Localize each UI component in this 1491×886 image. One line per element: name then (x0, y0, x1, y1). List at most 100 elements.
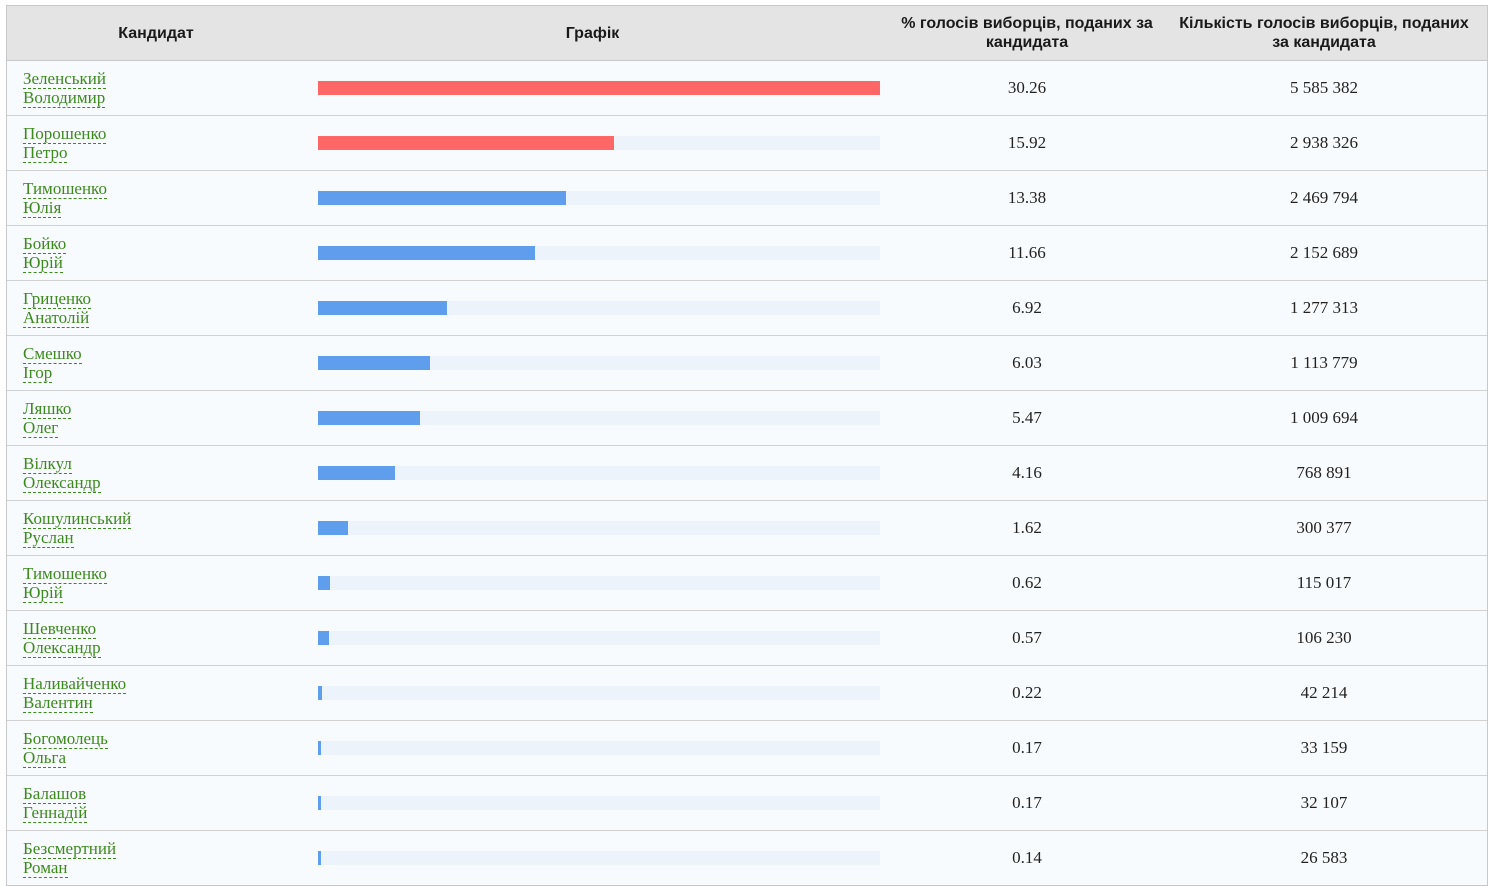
candidate-link[interactable]: Гриценко Анатолій (23, 289, 305, 328)
table-row: Безсмертний Роман 0.14 26 583 (7, 831, 1487, 885)
votes-value: 42 214 (1300, 683, 1348, 702)
candidate-surname: Богомолець (23, 729, 108, 749)
candidate-link[interactable]: Зеленський Володимир (23, 69, 305, 108)
candidate-cell: Ляшко Олег (7, 399, 305, 438)
votes-value: 33 159 (1300, 738, 1348, 757)
chart-cell (305, 136, 880, 150)
bar-fill (318, 136, 614, 150)
candidate-link[interactable]: Шевченко Олександр (23, 619, 305, 658)
bar-track (318, 81, 880, 95)
percent-value: 0.17 (1012, 738, 1042, 757)
candidate-link[interactable]: Ляшко Олег (23, 399, 305, 438)
candidate-link[interactable]: Балашов Геннадій (23, 784, 305, 823)
candidate-link[interactable]: Порошенко Петро (23, 124, 305, 163)
table-row: Порошенко Петро 15.92 2 938 326 (7, 116, 1487, 171)
bar-fill (318, 356, 430, 370)
bar-fill (318, 81, 880, 95)
bar-track (318, 741, 880, 755)
bar-track (318, 191, 880, 205)
bar-track (318, 466, 880, 480)
chart-cell (305, 741, 880, 755)
votes-value: 1 277 313 (1290, 298, 1358, 317)
candidate-link[interactable]: Богомолець Ольга (23, 729, 305, 768)
bar-fill (318, 631, 329, 645)
candidate-cell: Безсмертний Роман (7, 839, 305, 878)
bar-fill (318, 686, 322, 700)
candidate-given-name: Володимир (23, 88, 106, 108)
bar-track (318, 796, 880, 810)
chart-cell (305, 246, 880, 260)
bar-track (318, 851, 880, 865)
candidate-cell: Зеленський Володимир (7, 69, 305, 108)
candidate-cell: Тимошенко Юлія (7, 179, 305, 218)
percent-value: 0.22 (1012, 683, 1042, 702)
percent-value: 6.92 (1012, 298, 1042, 317)
candidate-cell: Смешко Ігор (7, 344, 305, 383)
candidate-surname: Тимошенко (23, 564, 107, 584)
candidate-link[interactable]: Наливайченко Валентин (23, 674, 305, 713)
candidate-given-name: Петро (23, 143, 68, 163)
candidate-link[interactable]: Тимошенко Юрій (23, 564, 305, 603)
candidate-given-name: Анатолій (23, 308, 90, 328)
percent-value: 5.47 (1012, 408, 1042, 427)
bar-fill (318, 741, 321, 755)
candidate-surname: Вілкул (23, 454, 72, 474)
percent-value: 15.92 (1007, 133, 1047, 152)
candidate-cell: Шевченко Олександр (7, 619, 305, 658)
votes-value: 5 585 382 (1290, 78, 1358, 97)
candidate-surname: Безсмертний (23, 839, 117, 859)
chart-cell (305, 521, 880, 535)
bar-track (318, 631, 880, 645)
percent-value: 13.38 (1007, 188, 1047, 207)
bar-track (318, 136, 880, 150)
bar-track (318, 246, 880, 260)
percent-value: 0.62 (1012, 573, 1042, 592)
candidate-link[interactable]: Бойко Юрій (23, 234, 305, 273)
candidate-surname: Смешко (23, 344, 82, 364)
candidate-given-name: Олександр (23, 473, 101, 493)
table-row: Кошулинський Руслан 1.62 300 377 (7, 501, 1487, 556)
votes-value: 1 113 779 (1290, 353, 1358, 372)
table-row: Шевченко Олександр 0.57 106 230 (7, 611, 1487, 666)
candidate-given-name: Олег (23, 418, 59, 438)
table-header: Кандидат Графік % голосів виборців, пода… (7, 6, 1487, 61)
percent-value: 0.57 (1012, 628, 1042, 647)
candidate-cell: Гриценко Анатолій (7, 289, 305, 328)
votes-value: 106 230 (1296, 628, 1352, 647)
percent-value: 1.62 (1012, 518, 1042, 537)
votes-value: 115 017 (1296, 573, 1352, 592)
candidate-link[interactable]: Тимошенко Юлія (23, 179, 305, 218)
candidate-link[interactable]: Смешко Ігор (23, 344, 305, 383)
header-candidate[interactable]: Кандидат (118, 24, 194, 42)
votes-value: 26 583 (1300, 848, 1348, 867)
header-votes[interactable]: Кількість голосів виборців, поданих за к… (1179, 15, 1469, 51)
candidate-cell: Балашов Геннадій (7, 784, 305, 823)
chart-cell (305, 686, 880, 700)
chart-cell (305, 301, 880, 315)
table-row: Тимошенко Юрій 0.62 115 017 (7, 556, 1487, 611)
header-percent[interactable]: % голосів виборців, поданих за кандидата (901, 15, 1153, 51)
candidate-cell: Кошулинський Руслан (7, 509, 305, 548)
bar-fill (318, 191, 566, 205)
bar-fill (318, 466, 395, 480)
votes-value: 32 107 (1300, 793, 1348, 812)
percent-value: 4.16 (1012, 463, 1042, 482)
candidate-given-name: Юрій (23, 583, 63, 603)
chart-cell (305, 81, 880, 95)
bar-fill (318, 521, 348, 535)
table-row: Вілкул Олександр 4.16 768 891 (7, 446, 1487, 501)
percent-value: 0.14 (1012, 848, 1042, 867)
bar-track (318, 301, 880, 315)
candidate-cell: Тимошенко Юрій (7, 564, 305, 603)
candidate-cell: Бойко Юрій (7, 234, 305, 273)
candidate-surname: Гриценко (23, 289, 91, 309)
candidate-surname: Шевченко (23, 619, 97, 639)
candidate-link[interactable]: Вілкул Олександр (23, 454, 305, 493)
chart-cell (305, 796, 880, 810)
candidate-link[interactable]: Кошулинський Руслан (23, 509, 305, 548)
candidate-given-name: Валентин (23, 693, 93, 713)
candidate-link[interactable]: Безсмертний Роман (23, 839, 305, 878)
bar-track (318, 411, 880, 425)
candidate-surname: Бойко (23, 234, 67, 254)
candidate-given-name: Роман (23, 858, 68, 878)
